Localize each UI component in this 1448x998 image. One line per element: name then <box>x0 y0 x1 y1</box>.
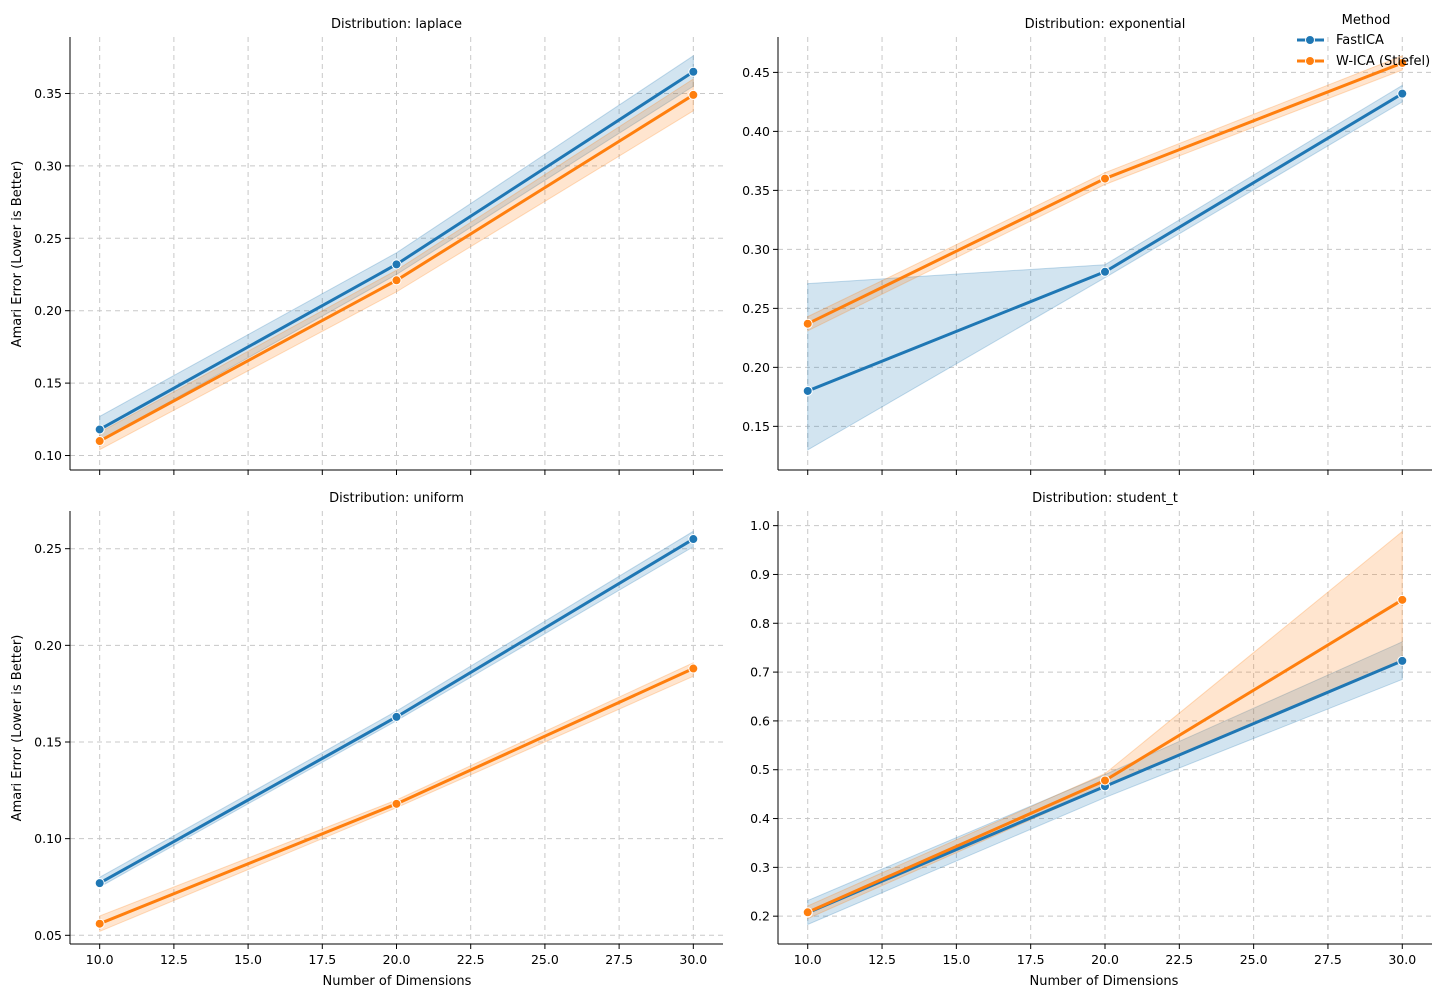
data-point <box>1397 655 1408 666</box>
y-tick-label: 0.20 <box>34 303 62 318</box>
x-tick-label: 12.5 <box>160 952 188 967</box>
data-point <box>94 424 105 435</box>
x-tick-label: 30.0 <box>679 952 707 967</box>
panel-title: Distribution: student_t <box>1032 491 1178 506</box>
y-tick-label: 0.05 <box>34 928 62 943</box>
y-tick-label: 0.15 <box>34 376 62 391</box>
legend-entry-wica: W-ICA (Stiefel) <box>1297 54 1430 69</box>
data-point <box>688 534 699 545</box>
x-tick-label: 25.0 <box>531 952 559 967</box>
y-tick-label: 0.10 <box>34 448 62 463</box>
data-point <box>802 385 813 396</box>
chart-panel-3: 10.0 12.5 15.0 17.5 20.0 22.5 25.0 27.5 30.0 0.05… <box>34 491 723 967</box>
y-tick-label: 0.5 <box>750 762 770 777</box>
data-point <box>1397 88 1408 99</box>
chart-panel-1: 0.10 0.15 0.20 0.25 0.30 0.35 Distribution: la… <box>34 17 723 475</box>
data-point <box>391 275 402 286</box>
data-point <box>1100 775 1110 786</box>
y-tick-label: 0.25 <box>34 541 62 556</box>
legend: Method FastICA W-ICA (Stiefel) <box>1297 13 1430 69</box>
x-tick-label: 27.5 <box>1314 952 1342 967</box>
y-axis-label-bottom: Amari Error (Lower is Better) <box>10 635 25 822</box>
panel-title: Distribution: uniform <box>329 491 464 506</box>
data-point <box>1397 594 1408 605</box>
y-tick-label: 0.20 <box>34 638 62 653</box>
x-tick-label: 30.0 <box>1388 952 1416 967</box>
y-tick-label: 0.35 <box>34 86 62 101</box>
y-tick-label: 0.6 <box>750 713 770 728</box>
chart-panel-2: 0.15 0.20 0.25 0.30 0.35 0.40 0.45 Distribution… <box>742 17 1432 475</box>
data-point <box>802 907 813 918</box>
y-tick-label: 0.40 <box>742 124 770 139</box>
data-point <box>391 711 402 722</box>
data-point <box>688 663 699 674</box>
y-tick-label: 0.3 <box>750 860 770 875</box>
x-tick-label: 20.0 <box>1091 952 1119 967</box>
data-point <box>1397 57 1408 68</box>
x-tick-label: 20.0 <box>383 952 411 967</box>
x-tick-label: 27.5 <box>605 952 633 967</box>
legend-marker-wica <box>1305 56 1315 66</box>
y-tick-label: 0.2 <box>750 909 770 924</box>
y-tick-label: 0.20 <box>742 360 770 375</box>
x-tick-label: 22.5 <box>1165 952 1193 967</box>
legend-label-fastica: FastICA <box>1336 33 1384 48</box>
data-point <box>94 918 105 929</box>
y-tick-label: 0.15 <box>34 734 62 749</box>
data-point <box>688 66 699 77</box>
legend-title: Method <box>1342 13 1391 28</box>
y-tick-label: 0.25 <box>34 231 62 246</box>
confidence-band <box>99 78 694 451</box>
x-tick-label: 22.5 <box>457 952 485 967</box>
data-point <box>391 259 402 270</box>
legend-entry-fastica: FastICA <box>1297 33 1384 48</box>
x-tick-label: 17.5 <box>1017 952 1045 967</box>
y-tick-label: 0.30 <box>34 158 62 173</box>
chart-panels: 0.10 0.15 0.20 0.25 0.30 0.35 Distribution: la… <box>34 17 1432 967</box>
chart-panel-4: 10.0 12.5 15.0 17.5 20.0 22.5 25.0 27.5 30.0 0.2 0… <box>750 491 1432 967</box>
x-tick-label: 10.0 <box>794 952 822 967</box>
data-point <box>1100 266 1110 277</box>
x-axis-label-left: Number of Dimensions <box>323 974 472 989</box>
y-axis-label-top: Amari Error (Lower is Better) <box>10 161 25 348</box>
x-tick-label: 15.0 <box>234 952 262 967</box>
y-tick-label: 0.15 <box>742 419 770 434</box>
y-tick-label: 0.10 <box>34 831 62 846</box>
y-tick-label: 0.7 <box>750 665 770 680</box>
data-point <box>802 318 813 329</box>
data-point <box>1100 173 1110 184</box>
confidence-band <box>807 55 1403 332</box>
x-tick-label: 15.0 <box>942 952 970 967</box>
y-tick-label: 0.35 <box>742 183 770 198</box>
legend-marker-fastica <box>1305 35 1315 45</box>
panel-title: Distribution: laplace <box>331 17 462 32</box>
x-tick-label: 12.5 <box>868 952 896 967</box>
panel-title: Distribution: exponential <box>1025 17 1186 32</box>
x-tick-label: 17.5 <box>308 952 336 967</box>
legend-label-wica: W-ICA (Stiefel) <box>1336 54 1430 69</box>
x-tick-label: 10.0 <box>86 952 114 967</box>
x-tick-label: 25.0 <box>1240 952 1268 967</box>
data-point <box>94 878 105 889</box>
y-tick-label: 0.30 <box>742 242 770 257</box>
y-tick-label: 0.9 <box>750 567 770 582</box>
y-tick-label: 1.0 <box>750 518 770 533</box>
data-point <box>688 89 699 100</box>
data-point <box>391 798 402 809</box>
x-axis-label-right: Number of Dimensions <box>1030 974 1179 989</box>
y-tick-label: 0.25 <box>742 301 770 316</box>
y-tick-label: 0.45 <box>742 65 770 80</box>
data-point <box>94 436 105 447</box>
y-tick-label: 0.4 <box>750 811 770 826</box>
confidence-band <box>807 530 1403 920</box>
y-tick-label: 0.8 <box>750 616 770 631</box>
